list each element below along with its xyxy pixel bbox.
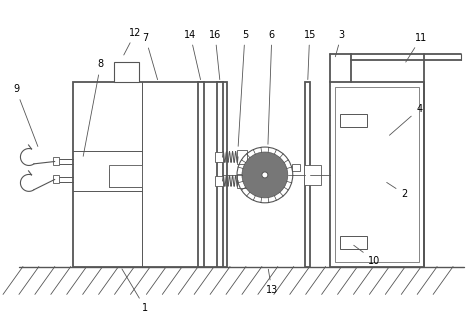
Text: 4: 4 [389,104,422,135]
Bar [53,157,59,165]
Bar [334,87,419,262]
Bar [237,174,247,188]
Text: 16: 16 [209,30,221,79]
Bar [340,236,368,249]
Bar [73,82,227,267]
Bar [305,82,310,267]
Bar [215,152,223,162]
Bar [237,150,247,164]
Circle shape [262,172,268,178]
Text: 12: 12 [124,27,141,55]
Bar [114,63,140,82]
Text: 2: 2 [387,182,407,199]
Bar [109,165,142,187]
Bar [109,169,142,187]
Text: 5: 5 [238,30,248,146]
Bar [292,164,300,171]
Text: 10: 10 [354,245,380,265]
Text: 14: 14 [184,30,201,80]
Text: 11: 11 [406,33,427,62]
Bar [217,82,223,267]
Bar [215,176,223,186]
Text: 7: 7 [142,33,158,80]
Text: 13: 13 [266,269,278,295]
Text: 9: 9 [13,84,38,146]
Bar [198,82,204,267]
Bar [304,165,321,185]
Text: 3: 3 [335,30,345,57]
Text: 15: 15 [304,30,316,79]
Bar [53,175,59,183]
Bar [340,114,368,127]
Text: 1: 1 [122,269,149,313]
Text: 8: 8 [83,59,104,156]
Text: 6: 6 [268,30,275,144]
Bar [330,82,424,267]
Circle shape [242,152,288,198]
